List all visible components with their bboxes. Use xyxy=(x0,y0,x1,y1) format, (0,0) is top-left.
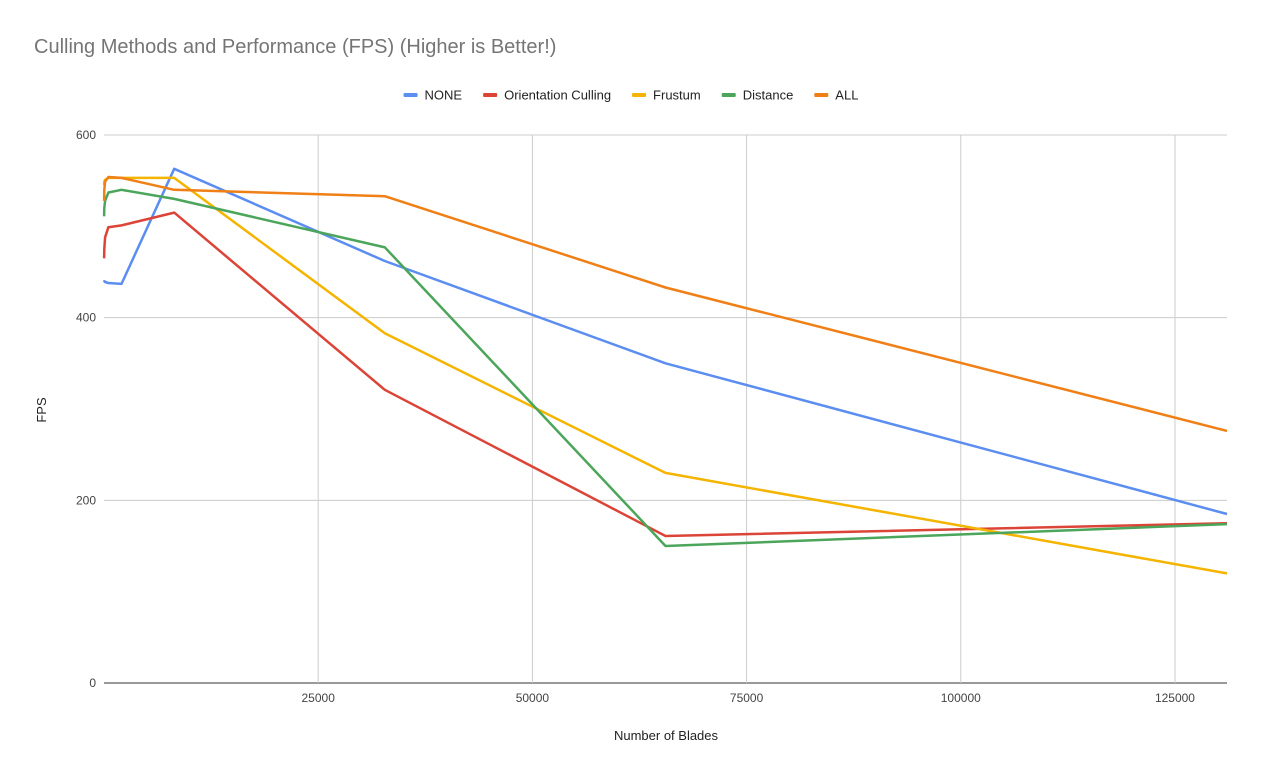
y-tick-label: 0 xyxy=(89,676,96,690)
legend-item-distance: Distance xyxy=(721,88,794,103)
y-tick-label: 400 xyxy=(76,311,96,325)
x-tick-label: 75000 xyxy=(730,691,764,705)
series-line-none xyxy=(102,167,1228,516)
legend: NONE Orientation Culling Frustum Distance AL… xyxy=(403,88,858,103)
legend-label: ALL xyxy=(835,88,858,103)
x-tick-label: 25000 xyxy=(302,691,336,705)
legend-item-none: NONE xyxy=(403,88,463,103)
y-tick-label: 200 xyxy=(76,493,96,507)
x-axis-title: Number of Blades xyxy=(614,728,719,743)
legend-label: Frustum xyxy=(653,88,701,103)
legend-swatch xyxy=(403,93,418,97)
series-distance xyxy=(102,188,1228,548)
series-line-orientation-culling xyxy=(102,211,1228,538)
legend-swatch xyxy=(721,93,736,97)
x-tick-label: 50000 xyxy=(516,691,550,705)
series-line-frustum xyxy=(102,176,1228,575)
legend-label: NONE xyxy=(425,88,463,103)
legend-label: Distance xyxy=(743,88,794,103)
x-tick-label: 125000 xyxy=(1155,691,1195,705)
legend-item-all: ALL xyxy=(814,88,858,103)
y-axis-title: FPS xyxy=(34,397,49,423)
series-none xyxy=(102,167,1228,516)
y-axis-ticks: 0 200 400 600 xyxy=(76,128,96,690)
legend-swatch xyxy=(632,93,647,97)
x-tick-label: 100000 xyxy=(941,691,981,705)
chart-title: Culling Methods and Performance (FPS) (H… xyxy=(34,36,556,58)
series-lines xyxy=(102,167,1228,575)
legend-swatch xyxy=(483,93,498,97)
series-frustum xyxy=(102,176,1228,575)
legend-label: Orientation Culling xyxy=(504,88,611,103)
legend-swatch xyxy=(814,93,829,97)
series-orientation-culling xyxy=(102,211,1228,538)
series-line-distance xyxy=(102,188,1228,548)
x-axis-ticks: 25000 50000 75000 100000 125000 xyxy=(302,691,1196,705)
gridlines xyxy=(104,134,1227,684)
y-tick-label: 600 xyxy=(76,128,96,142)
legend-item-orientation-culling: Orientation Culling xyxy=(483,88,611,103)
legend-item-frustum: Frustum xyxy=(632,88,701,103)
series-all xyxy=(102,175,1228,433)
series-line-all xyxy=(102,175,1228,433)
